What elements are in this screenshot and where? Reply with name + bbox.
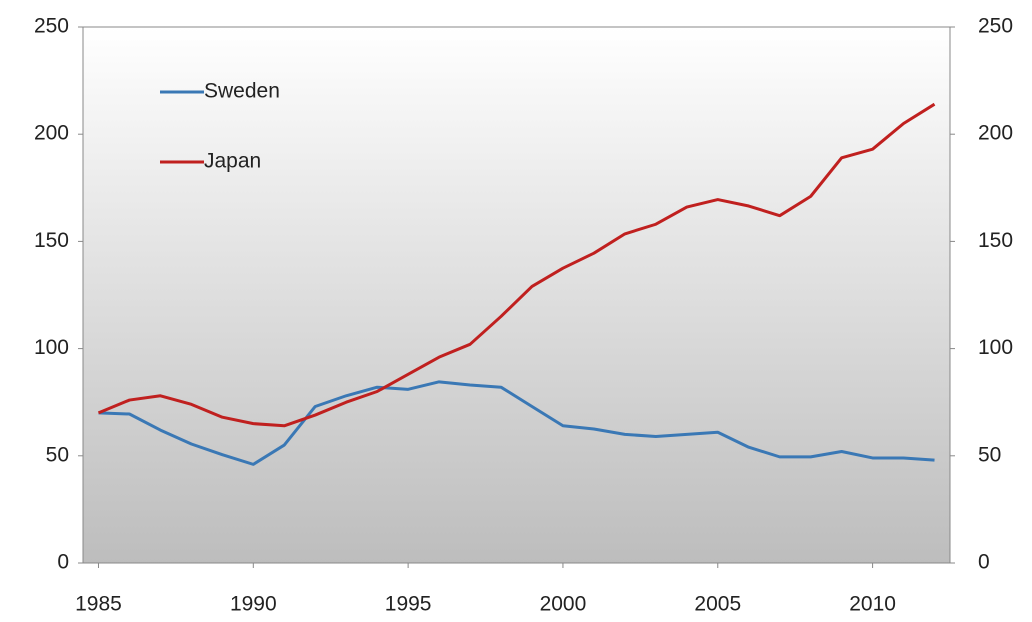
x-tick-label: 2010 xyxy=(849,593,896,616)
legend-label: Sweden xyxy=(204,80,280,103)
y2-tick-label: 150 xyxy=(978,229,1013,252)
x-tick-label: 1985 xyxy=(75,593,122,616)
y2-tick-label: 250 xyxy=(978,15,1013,38)
y2-tick-label: 100 xyxy=(978,336,1013,359)
y2-tick-label: 200 xyxy=(978,122,1013,145)
plot-area xyxy=(82,26,951,564)
y-tick-label: 100 xyxy=(34,336,69,359)
x-tick-label: 2005 xyxy=(694,593,741,616)
y-tick-label: 200 xyxy=(34,122,69,145)
line-series xyxy=(98,380,935,466)
y-tick-label: 250 xyxy=(34,15,69,38)
y-tick-label: 150 xyxy=(34,229,69,252)
y-tick-label: 50 xyxy=(46,443,69,466)
y2-tick-label: 50 xyxy=(978,443,1001,466)
line-series xyxy=(97,102,936,428)
y2-tick-label: 0 xyxy=(978,551,990,574)
x-tick-label: 2000 xyxy=(540,593,587,616)
y-tick-label: 0 xyxy=(57,551,69,574)
x-tick-label: 1995 xyxy=(385,593,432,616)
x-tick-label: 1990 xyxy=(230,593,277,616)
legend-label: Japan xyxy=(204,150,261,173)
